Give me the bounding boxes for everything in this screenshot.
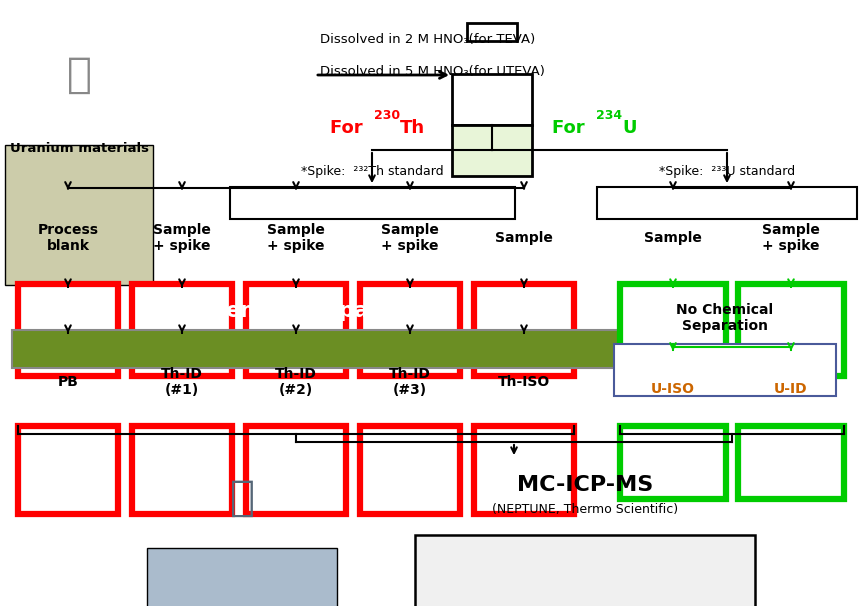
Text: MC-ICP-MS: MC-ICP-MS (517, 475, 653, 495)
Text: Dissolved in 5 M HNO₃(for UTEVA): Dissolved in 5 M HNO₃(for UTEVA) (320, 65, 545, 79)
Text: 234: 234 (596, 109, 622, 122)
Bar (738, 426, 844, 499)
Text: For: For (330, 119, 369, 137)
Bar (620, 284, 726, 376)
Bar (614, 344, 836, 396)
Text: *Spike:  ²³²Th standard: *Spike: ²³²Th standard (301, 164, 443, 178)
Text: Th-ID
(#3): Th-ID (#3) (389, 367, 431, 397)
Bar (132, 426, 232, 514)
Bar (18, 284, 118, 376)
Bar (147, 548, 337, 606)
Bar (597, 187, 857, 219)
Text: Sample: Sample (495, 231, 553, 245)
Text: 📷: 📷 (230, 477, 255, 519)
Bar (738, 284, 844, 376)
Bar (474, 426, 574, 514)
Text: Chemical Separation: Chemical Separation (195, 301, 439, 321)
Text: 📷: 📷 (67, 54, 92, 96)
Text: Th-ID
(#2): Th-ID (#2) (275, 367, 317, 397)
Bar (360, 426, 460, 514)
Text: For: For (552, 119, 591, 137)
Text: No Chemical
Separation: No Chemical Separation (677, 303, 773, 333)
Bar (5, 145, 153, 285)
Bar (620, 426, 726, 499)
Bar (452, 125, 532, 176)
Text: Process
blank: Process blank (37, 223, 98, 253)
Text: U: U (622, 119, 637, 137)
Bar (415, 535, 755, 606)
Text: *Spike:  ²³³U standard: *Spike: ²³³U standard (659, 164, 795, 178)
Text: Sample
+ spike: Sample + spike (381, 223, 439, 253)
Bar (246, 426, 346, 514)
Text: (NEPTUNE, Thermo Scientific): (NEPTUNE, Thermo Scientific) (492, 502, 678, 516)
Bar (474, 284, 574, 376)
Bar (132, 284, 232, 376)
Text: Th: Th (400, 119, 425, 137)
Text: PB: PB (58, 375, 79, 389)
Text: 230: 230 (374, 109, 400, 122)
Text: Sample
+ spike: Sample + spike (153, 223, 211, 253)
Bar (246, 284, 346, 376)
Bar (360, 284, 460, 376)
Bar (230, 187, 515, 219)
Text: Uranium materials: Uranium materials (10, 141, 149, 155)
Text: Dissolved in 2 M HNO₃(for TEVA): Dissolved in 2 M HNO₃(for TEVA) (320, 33, 536, 47)
Text: Th-ISO: Th-ISO (498, 375, 550, 389)
Text: U-ISO: U-ISO (651, 382, 695, 396)
Bar (452, 74, 532, 125)
Text: Sample: Sample (644, 231, 702, 245)
Bar (12, 330, 622, 368)
Text: Sample
+ spike: Sample + spike (762, 223, 820, 253)
Bar (18, 426, 118, 514)
Text: Sample
+ spike: Sample + spike (267, 223, 325, 253)
Text: U-ID: U-ID (774, 382, 808, 396)
Bar (467, 23, 517, 41)
Text: Th-ID
(#1): Th-ID (#1) (161, 367, 203, 397)
